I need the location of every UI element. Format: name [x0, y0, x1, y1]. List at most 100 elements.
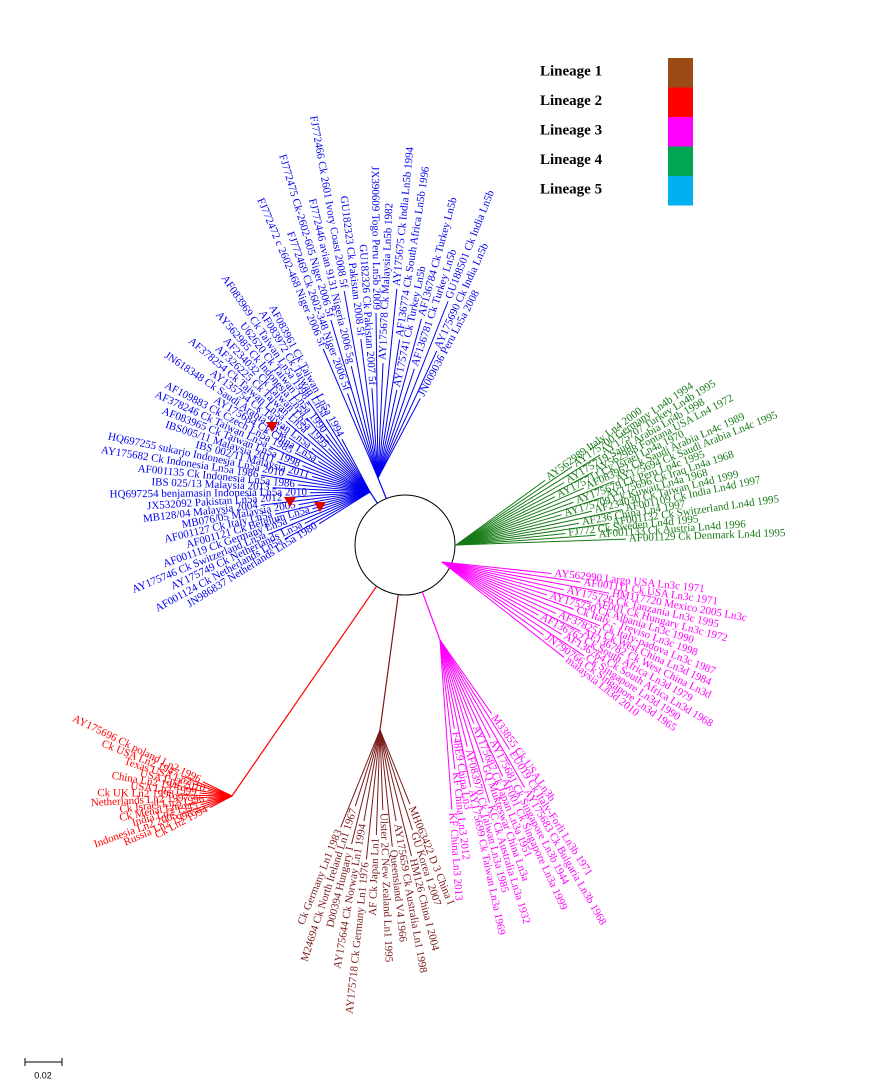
marker — [284, 497, 296, 507]
leaf-branch — [180, 795, 233, 816]
leaf-label: JX390609 Togo Peru Ln5b 2009 — [369, 166, 383, 310]
leaf-branch — [377, 318, 422, 479]
leaf-branch — [377, 398, 421, 479]
leaf-branch — [441, 561, 563, 635]
leaf-branch — [379, 729, 397, 822]
leaf-branch — [360, 339, 379, 479]
legend-swatch — [668, 146, 693, 176]
leaf-branch — [375, 729, 381, 835]
leaf-branch — [455, 509, 623, 546]
leaf-branch — [379, 729, 412, 857]
leaf-label: HQ697254 benjamasin Indonesia Ln5a 2010 — [110, 486, 308, 500]
leaf-branch — [377, 301, 449, 479]
leaf-branch — [455, 534, 596, 546]
leaf-branch — [455, 487, 585, 546]
leaf-branch — [439, 639, 468, 747]
leaf-branch — [379, 729, 411, 805]
leaf-branch — [341, 438, 371, 493]
internal-branch — [231, 585, 378, 797]
leaf-branch — [288, 437, 371, 493]
branches — [177, 288, 626, 860]
leaf-branch — [377, 288, 398, 479]
leaf-branch — [285, 420, 371, 493]
leaf-branch — [441, 561, 552, 574]
legend: Lineage 1 Lineage 2 Lineage 3 Lineage 4 Line… — [540, 58, 693, 206]
marker — [314, 502, 326, 512]
leaf-branch — [180, 775, 233, 797]
leaf-branch — [309, 491, 371, 494]
leaf-branch — [441, 561, 581, 583]
leaf-branch — [379, 729, 384, 810]
leaf-branch — [441, 561, 557, 614]
leaf-branch — [304, 491, 371, 524]
internal-branch — [379, 594, 399, 731]
leaf-branch — [441, 561, 565, 658]
leaf-branch — [318, 491, 371, 525]
leaf-branch — [285, 491, 371, 499]
leaf-branch — [371, 388, 379, 479]
leaf-label: Ck UK Ln2 1998 — [97, 787, 174, 800]
leaf-branch — [455, 466, 573, 546]
leaf-branch — [377, 339, 401, 479]
internal-branch — [421, 591, 441, 641]
leaf-branch — [441, 561, 544, 636]
leaf-branch — [307, 400, 371, 493]
legend-label: Lineage 4 — [540, 152, 603, 168]
leaf-branch — [354, 729, 381, 807]
leaf-branch — [441, 561, 600, 627]
leaf-branch — [439, 639, 491, 739]
leaf-branch — [286, 474, 371, 493]
leaf-branch — [439, 639, 511, 751]
leaf-branch — [439, 639, 472, 787]
leaf-branch — [441, 561, 585, 657]
leaf-branch — [343, 290, 379, 479]
leaf-branch — [441, 561, 539, 616]
leaf-branch — [322, 348, 379, 479]
leaf-branch — [455, 510, 592, 546]
leaf-branch — [325, 434, 371, 493]
leaf-branch — [439, 639, 504, 777]
leaf-branch — [455, 522, 610, 546]
leaf-label: AF001129 Ck Denmark Ln4d 1995 — [629, 527, 786, 544]
leaf-branch — [347, 393, 379, 479]
leaf-branch — [377, 368, 415, 479]
leaf-branch — [455, 454, 601, 546]
legend-swatch — [668, 117, 693, 147]
internal-branch — [369, 491, 378, 504]
leaf-branch — [185, 795, 233, 806]
scale-bar-label: 0.02 — [34, 1070, 52, 1080]
internal-branch — [377, 477, 387, 499]
leaf-branch — [311, 448, 371, 493]
leaf-branch — [325, 418, 371, 493]
leaf-branch — [441, 561, 574, 610]
leaf-branch — [455, 538, 626, 546]
leaf-branch — [455, 522, 580, 546]
legend-swatch — [668, 58, 693, 88]
leaf-branch — [439, 639, 526, 788]
leaf-branch — [365, 729, 381, 860]
leaf-branch — [379, 729, 413, 831]
leaf-branch — [306, 417, 371, 493]
leaf-branch — [297, 484, 371, 493]
leaf-branch — [439, 639, 475, 724]
leaf-label: IBS 025/13 Malaysia 2013 — [151, 476, 270, 493]
leaf-branch — [455, 496, 604, 546]
marker — [266, 422, 278, 432]
leaf-branch — [455, 496, 556, 546]
leaf-branch — [441, 561, 581, 632]
leaf-branch — [330, 319, 379, 479]
leaf-branch — [455, 479, 546, 546]
leaf-branch — [455, 533, 566, 546]
leaf-branch — [307, 433, 371, 493]
legend-swatch — [668, 87, 693, 117]
leaf-branch — [350, 366, 379, 479]
leaf-branch — [277, 461, 371, 493]
leaf-branch — [377, 350, 438, 479]
leaf-branch — [268, 491, 371, 535]
leaf-branch — [455, 501, 574, 546]
leaf-branch — [375, 313, 379, 479]
leaf-branch — [455, 514, 562, 546]
leaf-branch — [455, 471, 594, 546]
leaf-label: AF Ck Japan Ln1 — [367, 838, 382, 916]
